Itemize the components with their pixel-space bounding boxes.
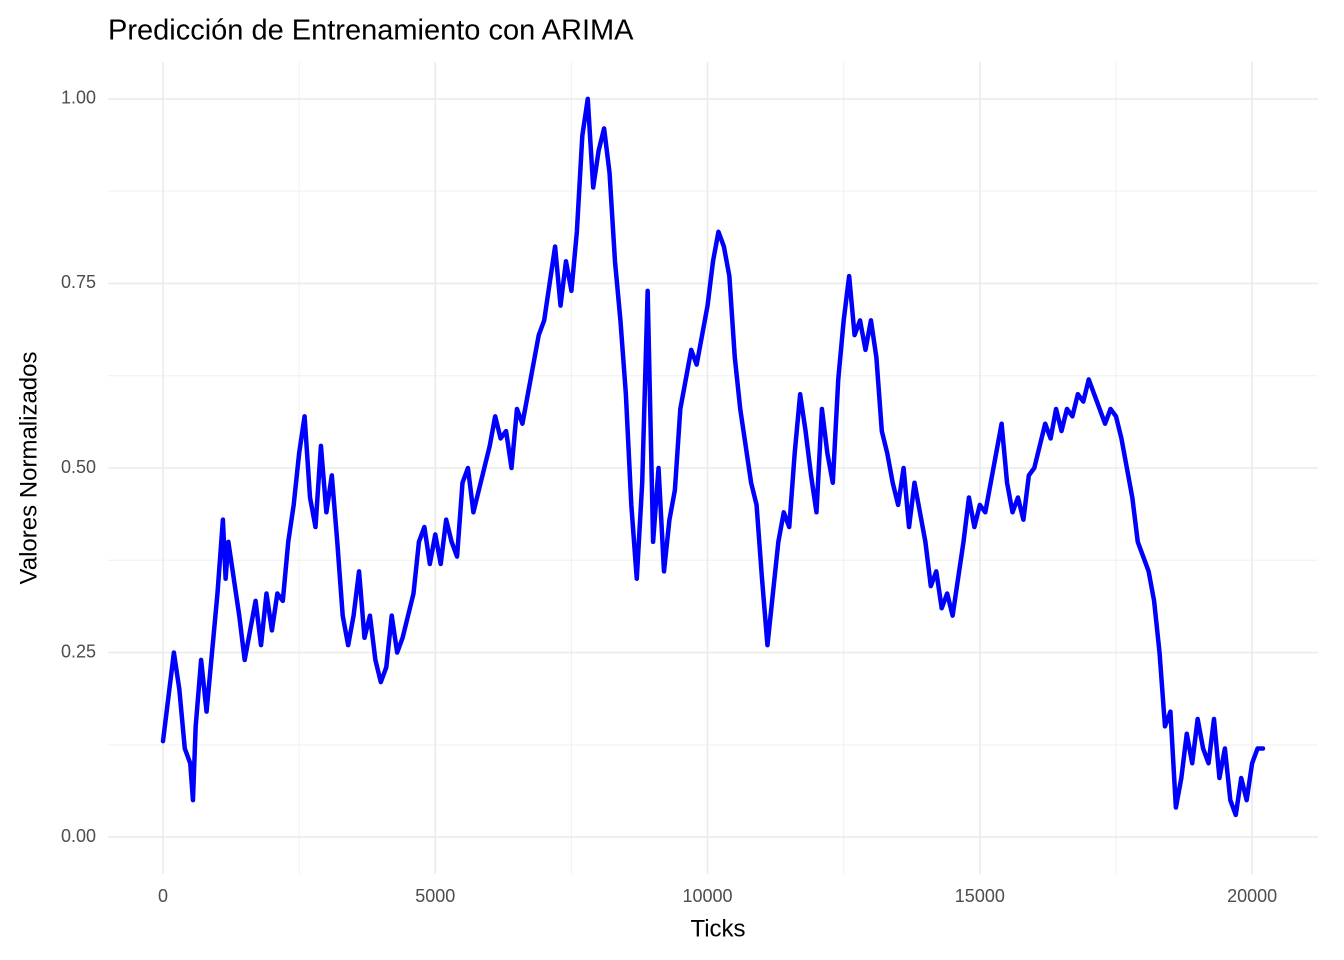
- x-tick-label: 10000: [683, 886, 733, 906]
- y-tick-label: 0.75: [61, 272, 96, 292]
- x-axis-label: Ticks: [690, 915, 745, 942]
- x-tick-label: 20000: [1227, 886, 1277, 906]
- y-tick-label: 0.00: [61, 826, 96, 846]
- x-tick-label: 5000: [415, 886, 455, 906]
- y-axis-label: Valores Normalizados: [15, 352, 42, 585]
- y-tick-label: 0.25: [61, 641, 96, 661]
- y-tick-label: 1.00: [61, 88, 96, 108]
- x-tick-label: 15000: [955, 886, 1005, 906]
- data-line: [160, 96, 1266, 818]
- chart-title: Predicción de Entrenamiento con ARIMA: [108, 15, 634, 47]
- x-tick-label: 0: [158, 886, 168, 906]
- y-tick-label: 0.50: [61, 457, 96, 477]
